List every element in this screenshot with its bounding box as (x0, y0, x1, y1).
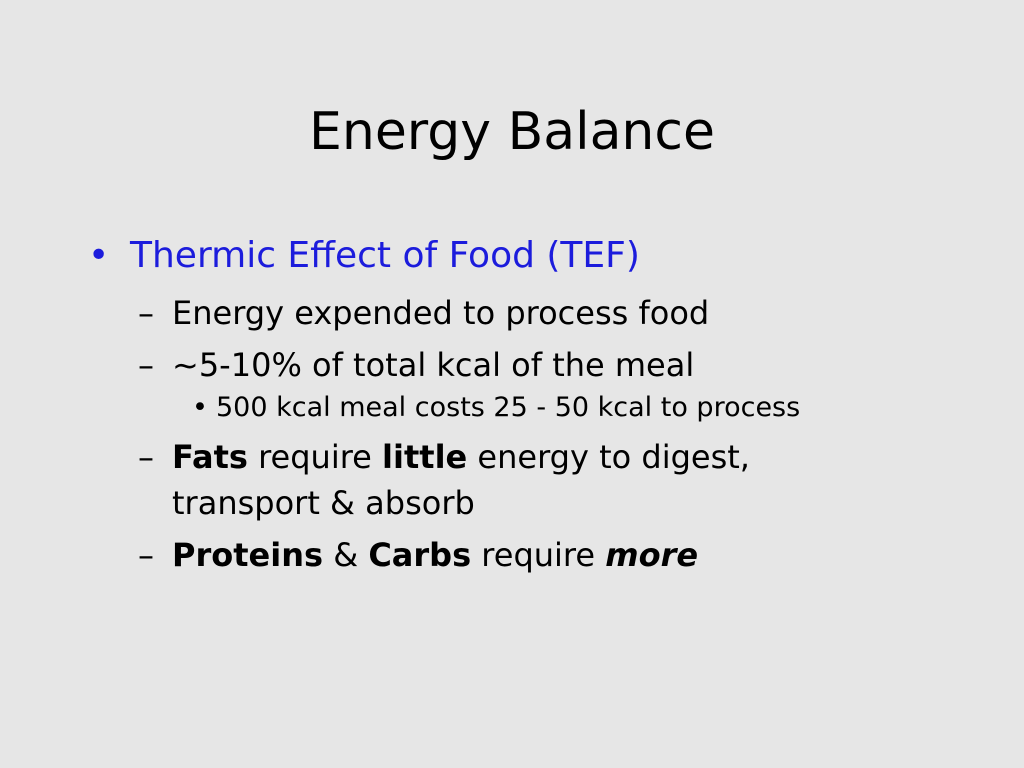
bullet-item: ~5-10% of total kcal of the meal (138, 342, 892, 388)
bullet-item: Thermic Effect of Food (TEF) (88, 228, 990, 284)
text-run: Proteins (172, 536, 324, 574)
bullet-item: Proteins & Carbs require more (138, 532, 892, 578)
text-run: ~5-10% of total kcal of the meal (172, 346, 695, 384)
text-run: more (605, 536, 699, 574)
text-run: Fats (172, 438, 248, 476)
bullet-item: Energy expended to process food (138, 290, 892, 336)
text-run: require (471, 536, 606, 574)
slide-title: Energy Balance (309, 102, 715, 162)
text-run: little (382, 438, 468, 476)
text-run: require (247, 438, 383, 476)
bullet-item: 500 kcal meal costs 25 - 50 kcal to proc… (192, 388, 1006, 428)
text-run: Thermic Effect of Food (TEF) (130, 235, 640, 276)
text-run: 500 kcal meal costs 25 - 50 kcal to proc… (216, 392, 801, 423)
bullet-item: Fats require little energy to digest, tr… (138, 434, 892, 526)
text-run: Carbs (368, 536, 472, 574)
bullet-list: Thermic Effect of Food (TEF) Energy expen… (0, 228, 1024, 578)
text-run: & (323, 536, 369, 574)
text-run: Energy expended to process food (172, 294, 710, 332)
text-run: energy to digest, transport & absorb (172, 438, 761, 522)
